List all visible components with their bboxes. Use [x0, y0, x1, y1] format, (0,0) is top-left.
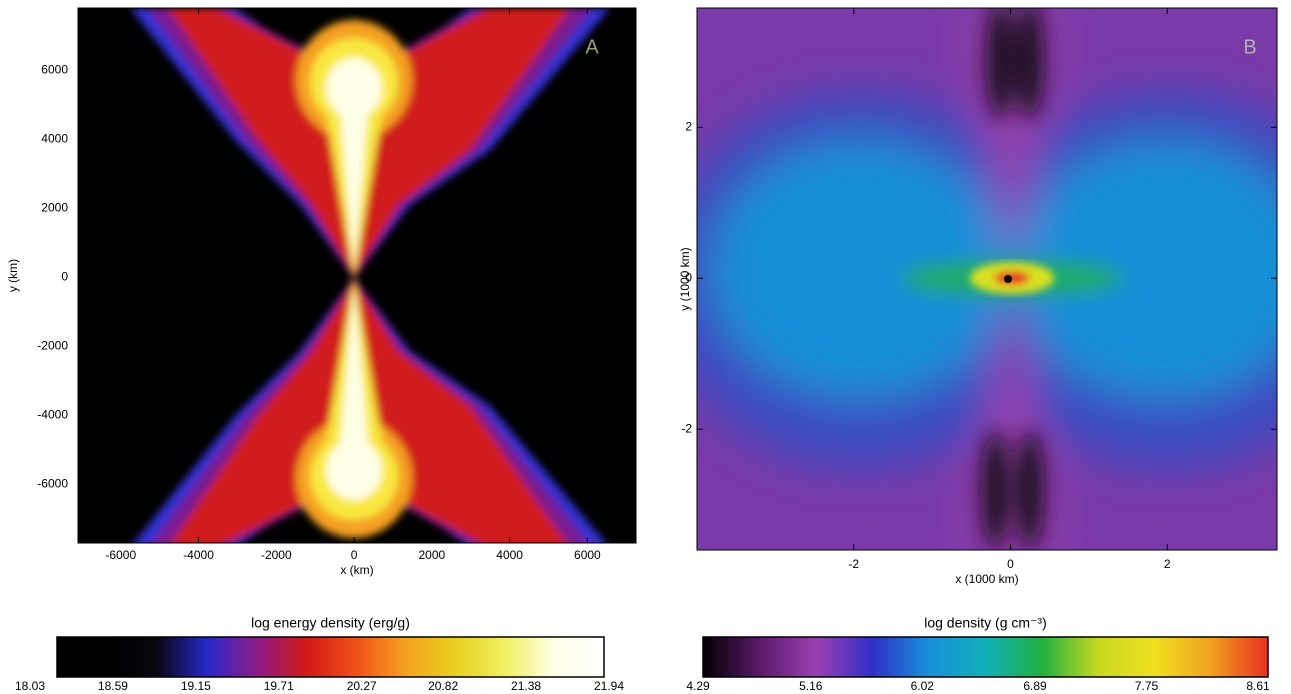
y-tick-label: 2 [685, 119, 692, 133]
colorbar-tick-label: 20.27 [347, 679, 377, 693]
figure: -6000 -4000 -2000 0 2000 4000 6000 -6000 -4000 -2… [0, 0, 1291, 694]
x-tick-label: 0 [1007, 557, 1014, 571]
colorbar-tick-label: 20.82 [428, 679, 458, 693]
x-tick-label: 0 [351, 548, 358, 562]
x-tick-label: -4000 [183, 548, 214, 562]
panel-label: B [1243, 36, 1256, 58]
y-axis-label: y (1000 km) [678, 247, 692, 310]
colorbar-tick-label: 18.03 [15, 679, 45, 693]
colorbar [57, 637, 604, 677]
y-tick-label: 2000 [41, 200, 68, 214]
y-tick-label: 4000 [41, 131, 68, 145]
colorbar-tick-label: 19.15 [181, 679, 211, 693]
colorbar-tick-label: 19.71 [264, 679, 294, 693]
x-tick-label: 4000 [496, 548, 523, 562]
colorbar-tick-label: 4.29 [686, 679, 710, 693]
colorbar-tick-label: 6.89 [1023, 679, 1047, 693]
y-tick-label: -4000 [37, 407, 68, 421]
y-tick-label: -2000 [37, 338, 68, 352]
colorbar-label: log energy density (erg/g) [251, 615, 410, 631]
colorbar-tick-label: 21.94 [594, 679, 624, 693]
colorbar-tick-label: 21.38 [511, 679, 541, 693]
colorbar-tick-label: 5.16 [799, 679, 823, 693]
colorbar [703, 637, 1268, 677]
x-tick-label: 2000 [419, 548, 446, 562]
energy-map [78, 8, 636, 548]
x-axis-label: x (km) [340, 563, 373, 577]
x-tick-label: 2 [1164, 557, 1171, 571]
y-tick-label: -6000 [37, 476, 68, 490]
colorbar-tick-label: 6.02 [911, 679, 935, 693]
colorbar-label: log density (g cm⁻³) [924, 615, 1047, 631]
panel-label: A [585, 36, 599, 58]
y-tick-label: -2 [681, 421, 692, 435]
x-tick-label: 6000 [574, 548, 601, 562]
x-tick-label: -2000 [261, 548, 292, 562]
colorbar-tick-label: 7.75 [1135, 679, 1159, 693]
density-map [660, 0, 1291, 550]
y-tick-label: 6000 [41, 62, 68, 76]
x-axis-label: x (1000 km) [955, 572, 1018, 586]
y-axis-label: y (km) [6, 259, 20, 292]
colorbar-tick-label: 8.61 [1246, 679, 1270, 693]
x-tick-label: -6000 [105, 548, 136, 562]
colorbar-tick-label: 18.59 [98, 679, 128, 693]
x-tick-label: -2 [848, 557, 859, 571]
y-tick-label: 0 [61, 269, 68, 283]
